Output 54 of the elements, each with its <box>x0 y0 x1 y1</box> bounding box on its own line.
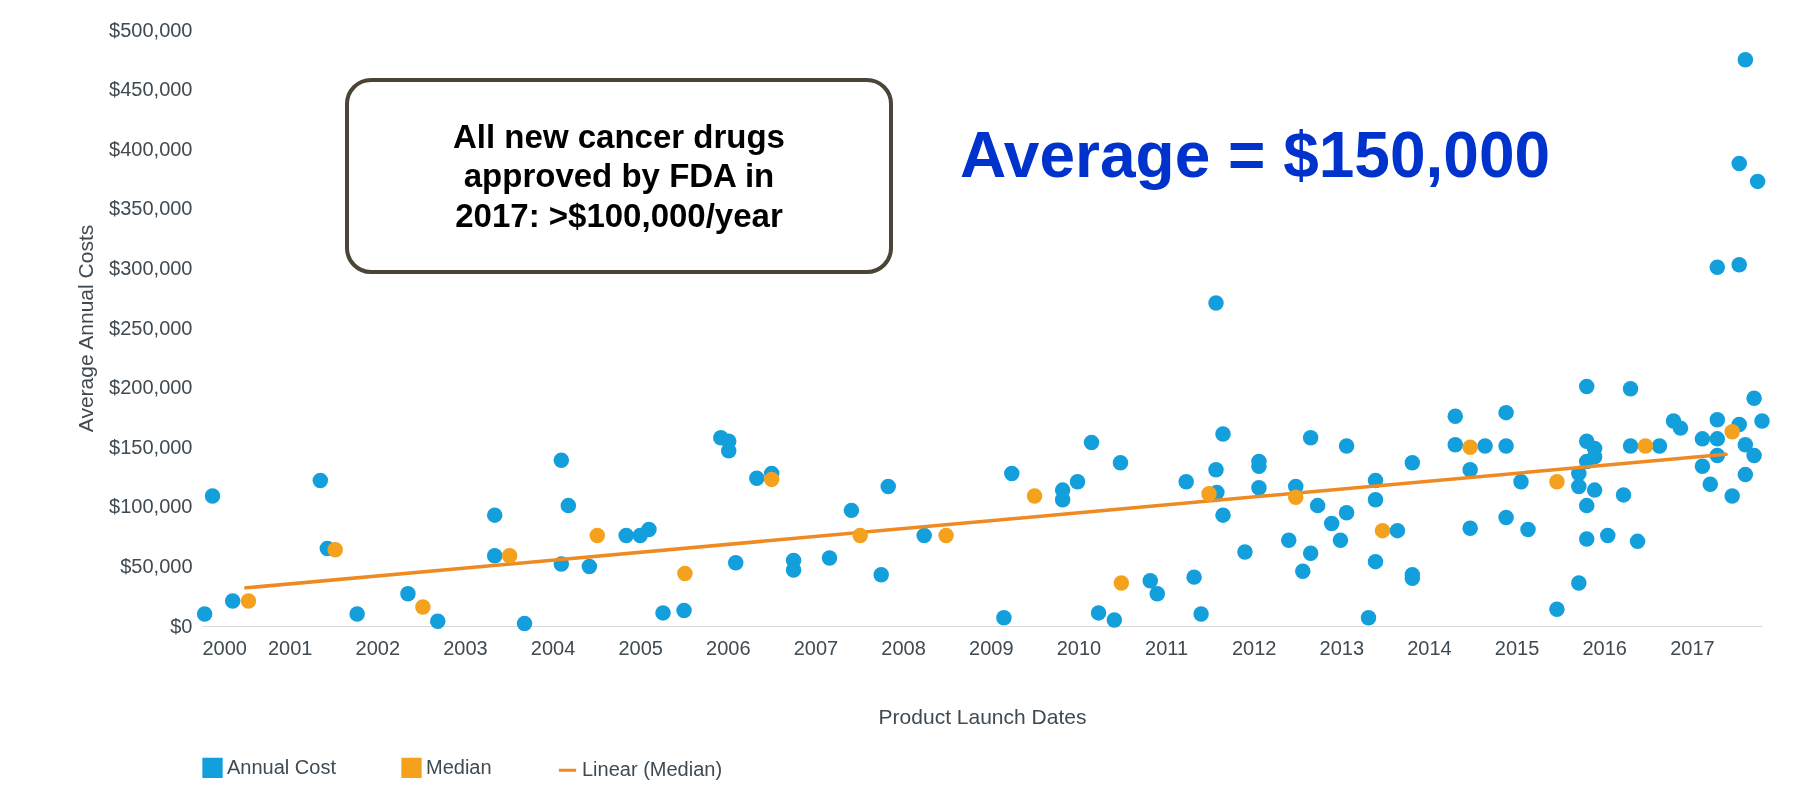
x-tick-label: 2001 <box>267 636 313 659</box>
y-tick-label: $400,000 <box>109 137 193 160</box>
legend-label: Median <box>426 755 492 778</box>
x-tick-label: 2008 <box>881 636 926 659</box>
x-tick-label: 2009 <box>969 636 1014 659</box>
x-tick-label: 2002 <box>355 636 401 659</box>
point <box>677 565 693 582</box>
x-tick-label: 2003 <box>443 636 488 659</box>
y-tick-label: $0 <box>170 614 193 637</box>
legend-label: Annual Cost <box>227 755 337 778</box>
point <box>1724 423 1740 440</box>
y-tick-label: $500,000 <box>109 18 193 41</box>
point <box>1462 439 1478 455</box>
point <box>1374 522 1391 539</box>
point <box>327 541 343 558</box>
x-tick-label: 2014 <box>1407 636 1452 659</box>
point <box>763 471 780 488</box>
x-tick-label: 2010 <box>1056 636 1102 659</box>
x-axis-title: Product Launch Dates <box>878 704 1087 728</box>
x-tick-label: 2006 <box>706 636 751 659</box>
point <box>1637 438 1654 454</box>
y-tick-label: $350,000 <box>109 197 193 220</box>
y-tick-label: $150,000 <box>109 435 193 458</box>
y-tick-label: $200,000 <box>109 376 193 399</box>
x-tick-label: 2017 <box>1670 636 1715 659</box>
y-tick-label: $450,000 <box>109 78 193 101</box>
x-tick-label: 2013 <box>1319 636 1365 659</box>
point <box>1288 489 1304 505</box>
point <box>1113 575 1130 591</box>
x-tick-label: 2016 <box>1582 636 1627 659</box>
point <box>1201 485 1217 502</box>
x-tick-label: 2004 <box>530 636 576 659</box>
point <box>852 527 868 544</box>
x-tick-label: 2012 <box>1231 636 1277 659</box>
point <box>1549 474 1565 490</box>
x-tick-label: 2000 <box>202 636 247 659</box>
annotation: Average = $150,000 <box>960 118 1551 192</box>
y-tick-label: $50,000 <box>120 554 193 577</box>
y-tick-label: $250,000 <box>109 316 193 339</box>
y-tick-label: $300,000 <box>109 256 193 279</box>
point <box>938 527 954 544</box>
y-tick-label: $100,000 <box>109 495 193 518</box>
point <box>501 547 518 564</box>
y-axis-title: Average Annual Costs <box>74 224 98 433</box>
point <box>1026 488 1043 504</box>
point <box>415 599 431 615</box>
annotation: All new cancer drugs approved by FDA in 2017: >$100,000/year <box>452 116 786 236</box>
x-tick-label: 2005 <box>618 636 663 659</box>
x-tick-label: 2007 <box>793 636 839 659</box>
point <box>240 593 257 609</box>
point <box>589 527 605 544</box>
x-tick-label: 2011 <box>1145 636 1189 659</box>
x-tick-label: 2015 <box>1494 636 1540 659</box>
legend-label: Linear (Median) <box>582 758 723 781</box>
